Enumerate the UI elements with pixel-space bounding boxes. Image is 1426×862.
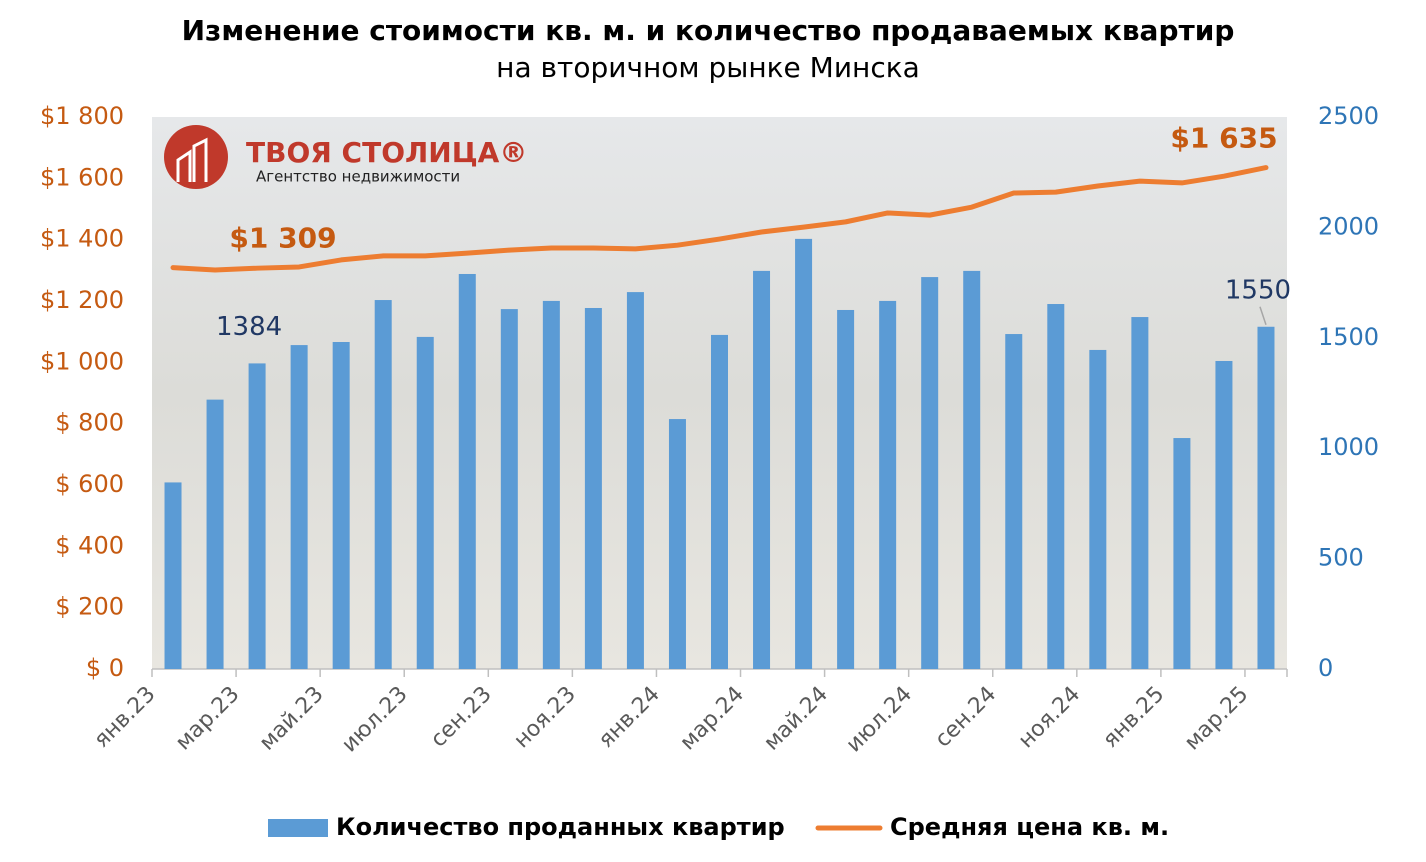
y2-tick-label: 1000 bbox=[1318, 433, 1379, 461]
x-tick-label: янв.23 bbox=[89, 682, 160, 753]
bar bbox=[837, 309, 855, 669]
bar bbox=[753, 270, 771, 669]
bar bbox=[795, 238, 813, 670]
y-tick-label: $ 400 bbox=[55, 531, 124, 559]
logo-icon bbox=[164, 125, 228, 189]
logo-name: ТВОЯ СТОЛИЦА® bbox=[246, 136, 527, 169]
bar bbox=[879, 300, 897, 669]
bar bbox=[584, 307, 602, 669]
bar bbox=[500, 309, 518, 669]
y2-tick-label: 500 bbox=[1318, 544, 1364, 572]
y-tick-label: $ 200 bbox=[55, 593, 124, 621]
x-tick-label: май.24 bbox=[759, 682, 833, 756]
x-tick-label: мар.25 bbox=[1180, 682, 1254, 756]
legend-label: Количество проданных квартир bbox=[336, 813, 785, 841]
x-tick-label: ноя.24 bbox=[1014, 682, 1085, 753]
logo-buildings bbox=[176, 137, 208, 182]
bar bbox=[332, 341, 350, 669]
y-tick-label: $1 400 bbox=[40, 225, 124, 253]
bar bbox=[374, 300, 392, 669]
x-tick-label: июл.24 bbox=[842, 682, 918, 758]
legend-swatch bbox=[268, 819, 328, 837]
bar bbox=[963, 270, 981, 669]
bar bbox=[668, 419, 686, 669]
bar bbox=[416, 336, 434, 669]
y-tick-label: $ 800 bbox=[55, 409, 124, 437]
bar bbox=[206, 399, 224, 669]
bar bbox=[542, 300, 560, 669]
bar bbox=[1173, 438, 1191, 669]
bar bbox=[164, 482, 182, 669]
bar bbox=[1047, 304, 1065, 669]
y-tick-label: $1 600 bbox=[40, 163, 124, 191]
bar bbox=[921, 277, 939, 669]
data-label: 1384 bbox=[216, 312, 282, 342]
x-tick-label: сен.23 bbox=[426, 682, 497, 753]
bar bbox=[458, 273, 476, 669]
y2-tick-label: 2000 bbox=[1318, 212, 1379, 240]
bar bbox=[1089, 349, 1107, 669]
bar bbox=[1215, 360, 1233, 669]
y-tick-label: $1 000 bbox=[40, 347, 124, 375]
y-tick-label: $ 600 bbox=[55, 470, 124, 498]
data-label: $1 635 bbox=[1170, 122, 1277, 155]
y2-tick-label: 0 bbox=[1318, 654, 1333, 682]
logo: ТВОЯ СТОЛИЦА® Агентство недвижимости bbox=[164, 125, 527, 189]
data-label: $1 309 bbox=[229, 222, 336, 255]
y-tick-label: $1 200 bbox=[40, 286, 124, 314]
leader-line bbox=[1259, 306, 1267, 325]
chart-title: Изменение стоимости кв. м. и количество … bbox=[182, 14, 1235, 47]
line bbox=[170, 165, 1269, 273]
y-tick-label: $ 0 bbox=[86, 654, 124, 682]
y2-tick-label: 1500 bbox=[1318, 323, 1379, 351]
bar bbox=[1257, 326, 1275, 669]
bar bbox=[248, 363, 266, 669]
bar bbox=[290, 345, 308, 669]
x-tick-label: янв.24 bbox=[594, 682, 665, 753]
bar bbox=[711, 334, 728, 669]
chart-subtitle: на вторичном рынке Минска bbox=[496, 51, 920, 84]
legend-label: Средняя цена кв. м. bbox=[890, 813, 1169, 841]
bar bbox=[1005, 334, 1023, 669]
x-tick-label: сен.24 bbox=[931, 682, 1002, 753]
bar bbox=[1131, 317, 1149, 669]
x-tick-label: ноя.23 bbox=[509, 682, 580, 753]
y-tick-label: $1 800 bbox=[40, 102, 124, 130]
x-tick-label: мар.23 bbox=[171, 682, 245, 756]
y2-tick-label: 2500 bbox=[1318, 102, 1379, 130]
x-tick-label: июл.23 bbox=[337, 682, 413, 758]
bar bbox=[626, 292, 644, 669]
data-label: 1550 bbox=[1225, 275, 1291, 305]
x-tick-label: янв.25 bbox=[1098, 682, 1169, 753]
logo-tagline: Агентство недвижимости bbox=[256, 168, 460, 186]
x-tick-label: май.23 bbox=[255, 682, 329, 756]
x-tick-label: мар.24 bbox=[675, 682, 749, 756]
